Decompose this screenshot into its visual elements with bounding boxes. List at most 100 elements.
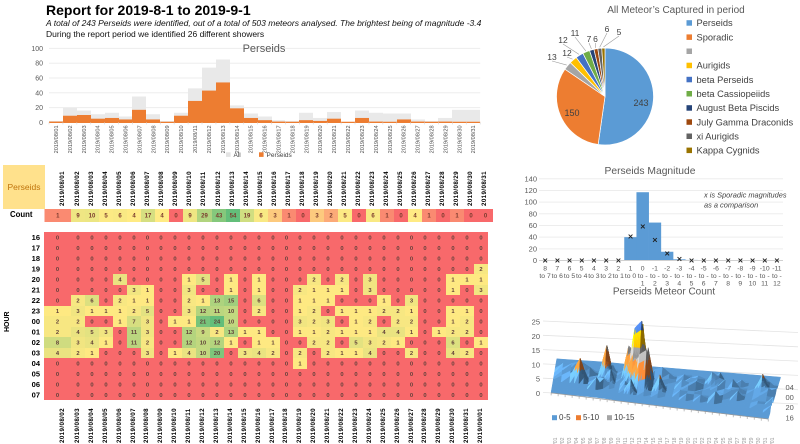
svg-text:1: 1 <box>354 351 358 357</box>
svg-text:0: 0 <box>90 235 93 241</box>
svg-text:0: 0 <box>326 267 329 273</box>
svg-text:3: 3 <box>146 330 150 336</box>
svg-text:2: 2 <box>312 340 315 346</box>
svg-text:12: 12 <box>214 340 220 346</box>
svg-text:0: 0 <box>271 235 274 241</box>
svg-text:to 3: to 3 <box>588 273 600 280</box>
svg-text:0: 0 <box>479 256 482 262</box>
svg-text:4: 4 <box>677 281 681 288</box>
svg-text:to -: to - <box>711 273 721 280</box>
svg-text:2019/08/27: 2019/08/27 <box>735 437 741 444</box>
svg-text:5: 5 <box>690 281 694 288</box>
svg-text:0: 0 <box>132 351 135 357</box>
svg-text:0: 0 <box>173 235 176 241</box>
svg-text:2: 2 <box>326 330 329 336</box>
svg-text:0: 0 <box>159 393 162 399</box>
svg-text:0: 0 <box>298 256 301 262</box>
svg-text:0: 0 <box>423 330 426 336</box>
svg-text:3: 3 <box>132 288 136 294</box>
svg-text:2: 2 <box>382 309 385 315</box>
svg-text:11: 11 <box>571 28 580 38</box>
svg-text:0: 0 <box>326 393 329 399</box>
svg-text:1: 1 <box>187 319 191 325</box>
svg-text:0: 0 <box>104 361 107 367</box>
svg-text:✕: ✕ <box>652 237 658 244</box>
svg-text:0: 0 <box>441 213 445 219</box>
svg-text:1: 1 <box>229 277 233 283</box>
svg-text:beta Perseids: beta Perseids <box>697 75 754 85</box>
svg-text:0: 0 <box>410 340 413 346</box>
svg-text:0: 0 <box>271 330 274 336</box>
svg-text:10-15: 10-15 <box>614 413 635 422</box>
svg-text:0: 0 <box>465 288 468 294</box>
svg-text:0: 0 <box>641 266 645 273</box>
svg-text:0: 0 <box>132 393 135 399</box>
svg-text:19: 19 <box>244 213 251 219</box>
svg-text:-9: -9 <box>749 266 755 273</box>
svg-text:0: 0 <box>423 256 426 262</box>
svg-text:2019/08/27: 2019/08/27 <box>416 125 422 153</box>
svg-text:0: 0 <box>104 246 107 252</box>
svg-text:1: 1 <box>451 288 455 294</box>
svg-text:2019/08/20: 2019/08/20 <box>686 437 692 444</box>
svg-text:0: 0 <box>159 330 162 336</box>
svg-text:4: 4 <box>76 330 80 336</box>
svg-text:✕: ✕ <box>737 258 743 265</box>
svg-text:-5: -5 <box>701 266 707 273</box>
svg-text:0: 0 <box>76 372 79 378</box>
svg-text:0: 0 <box>257 267 260 273</box>
svg-text:0: 0 <box>76 361 79 367</box>
svg-text:0: 0 <box>257 361 260 367</box>
svg-text:0: 0 <box>465 382 468 388</box>
svg-text:0: 0 <box>533 256 537 265</box>
svg-text:15: 15 <box>228 298 235 304</box>
svg-text:0: 0 <box>451 298 454 304</box>
svg-text:80: 80 <box>529 209 537 218</box>
svg-text:0: 0 <box>465 235 468 241</box>
svg-text:0: 0 <box>257 382 260 388</box>
svg-text:0: 0 <box>285 382 288 388</box>
svg-text:0: 0 <box>479 298 482 304</box>
svg-text:0: 0 <box>437 361 440 367</box>
svg-text:2: 2 <box>298 288 301 294</box>
svg-text:3: 3 <box>146 319 150 325</box>
svg-text:03: 03 <box>32 348 40 357</box>
svg-text:0: 0 <box>423 382 426 388</box>
svg-text:13: 13 <box>214 298 221 304</box>
svg-text:7: 7 <box>555 266 559 273</box>
svg-text:0: 0 <box>357 213 361 219</box>
svg-text:24: 24 <box>214 319 221 325</box>
svg-text:0: 0 <box>159 372 162 378</box>
svg-text:0: 0 <box>340 256 343 262</box>
svg-text:1: 1 <box>385 213 389 219</box>
svg-text:2019/08/09: 2019/08/09 <box>609 437 615 444</box>
svg-text:2: 2 <box>465 319 468 325</box>
svg-text:2019/08/20: 2019/08/20 <box>318 125 324 153</box>
svg-text:0: 0 <box>243 235 246 241</box>
svg-text:0: 0 <box>215 246 218 252</box>
svg-text:13: 13 <box>228 330 235 336</box>
svg-text:0: 0 <box>354 256 357 262</box>
svg-text:0: 0 <box>229 361 232 367</box>
svg-text:0: 0 <box>271 267 274 273</box>
svg-text:0: 0 <box>479 351 482 357</box>
svg-text:16: 16 <box>32 233 40 242</box>
svg-text:9: 9 <box>201 330 205 336</box>
svg-text:1: 1 <box>104 340 108 346</box>
svg-text:0: 0 <box>479 330 482 336</box>
svg-text:0: 0 <box>229 372 232 378</box>
svg-text:3: 3 <box>315 213 319 219</box>
svg-text:0: 0 <box>90 372 93 378</box>
svg-text:2019/08/03: 2019/08/03 <box>567 437 573 444</box>
svg-text:12: 12 <box>186 330 192 336</box>
svg-text:-2: -2 <box>664 266 670 273</box>
svg-text:4: 4 <box>257 351 261 357</box>
svg-text:29: 29 <box>201 213 208 219</box>
svg-text:✕: ✕ <box>676 257 682 264</box>
svg-text:0: 0 <box>451 382 454 388</box>
svg-text:✕: ✕ <box>713 258 719 265</box>
svg-text:0: 0 <box>368 235 371 241</box>
svg-text:0: 0 <box>90 319 93 325</box>
svg-text:0: 0 <box>159 382 162 388</box>
svg-text:0: 0 <box>146 393 149 399</box>
